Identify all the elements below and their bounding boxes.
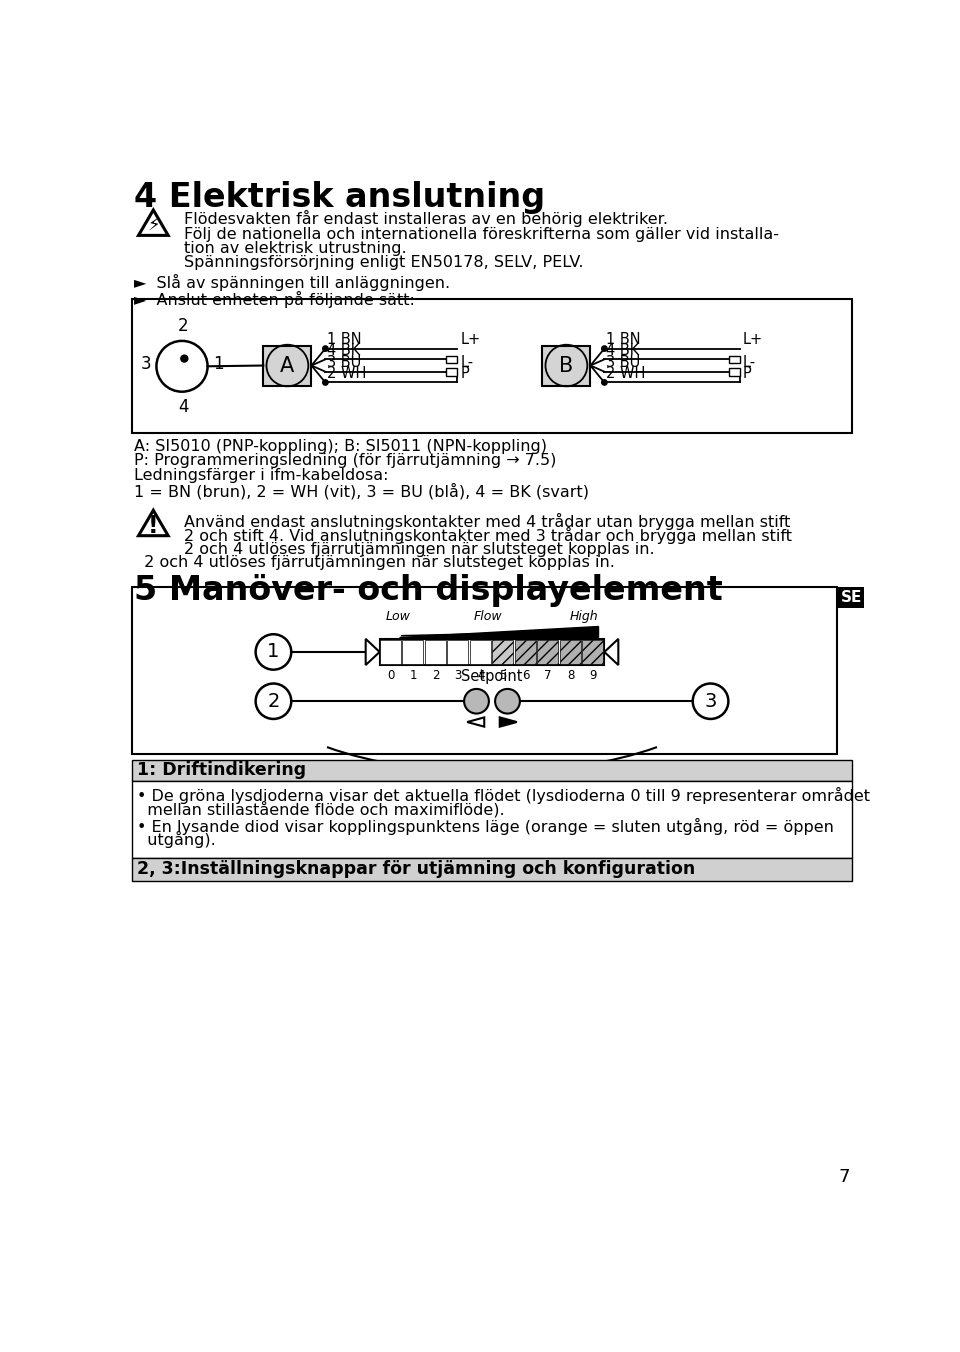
Bar — [730, 368, 740, 376]
Text: 1 = BN (brun), 2 = WH (vit), 3 = BU (blå), 4 = BK (svart): 1 = BN (brun), 2 = WH (vit), 3 = BU (blå… — [134, 483, 588, 499]
Text: 3 BU: 3 BU — [327, 356, 361, 370]
Bar — [132, 760, 852, 780]
Text: Följ de nationella och internationella föreskrifterna som gäller vid installa-: Följ de nationella och internationella f… — [183, 227, 779, 242]
Text: 2: 2 — [432, 669, 440, 681]
Text: P: P — [460, 366, 469, 381]
Text: 4 BK: 4 BK — [606, 343, 639, 358]
Text: ►  Anslut enheten på följande sätt:: ► Anslut enheten på följande sätt: — [134, 291, 415, 308]
Text: 2 och stift 4. Vid anslutningskontakter med 3 trådar och brygga mellan stift: 2 och stift 4. Vid anslutningskontakter … — [183, 527, 792, 545]
Circle shape — [323, 346, 328, 352]
Bar — [447, 639, 468, 664]
Circle shape — [323, 380, 328, 385]
Text: 2 och 4 utlöses fjärrutjämningen när slutsteget kopplas in.: 2 och 4 utlöses fjärrutjämningen när slu… — [134, 554, 614, 571]
Text: 4 BK: 4 BK — [327, 343, 360, 358]
Text: 4: 4 — [477, 669, 485, 681]
Bar — [838, 587, 864, 608]
Bar — [132, 587, 837, 754]
Text: B: B — [560, 356, 573, 376]
Bar — [538, 639, 559, 664]
Bar — [515, 639, 536, 664]
Text: 1 BN: 1 BN — [606, 333, 640, 347]
Text: 2: 2 — [267, 692, 279, 711]
Text: 3: 3 — [140, 356, 151, 373]
Bar — [446, 356, 457, 364]
Bar — [425, 639, 445, 664]
Text: SE: SE — [841, 589, 862, 604]
Bar — [446, 368, 457, 376]
Circle shape — [495, 690, 520, 714]
Bar — [560, 639, 581, 664]
Text: L-: L- — [460, 356, 473, 370]
Text: 1: 1 — [410, 669, 417, 681]
Bar — [380, 639, 401, 664]
Bar — [542, 346, 590, 385]
Text: A: A — [280, 356, 295, 376]
Text: tion av elektrisk utrustning.: tion av elektrisk utrustning. — [183, 241, 406, 256]
Text: 2: 2 — [179, 318, 189, 335]
Circle shape — [602, 380, 607, 385]
Text: Ledningsfärger i ifm-kabeldosa:: Ledningsfärger i ifm-kabeldosa: — [134, 468, 389, 483]
Text: 4 Elektrisk anslutning: 4 Elektrisk anslutning — [134, 181, 545, 215]
Text: 4: 4 — [179, 397, 189, 416]
Text: L-: L- — [743, 356, 756, 370]
Text: Setpoint: Setpoint — [461, 669, 523, 684]
Text: 1 BN: 1 BN — [327, 333, 362, 347]
Bar — [469, 639, 491, 664]
Text: 7: 7 — [838, 1168, 850, 1186]
Text: A: SI5010 (PNP-koppling); B: SI5011 (NPN-koppling): A: SI5010 (PNP-koppling); B: SI5011 (NPN… — [134, 438, 547, 454]
Text: 6: 6 — [522, 669, 530, 681]
Text: 2 WH: 2 WH — [606, 366, 645, 381]
Text: ⚡: ⚡ — [147, 216, 159, 234]
Text: 5: 5 — [499, 669, 507, 681]
Text: utgång).: utgång). — [137, 831, 216, 849]
Text: 0: 0 — [387, 669, 395, 681]
Text: High: High — [569, 611, 598, 623]
Bar — [132, 857, 852, 880]
Text: 2, 3:Inställningsknappar för utjämning och konfiguration: 2, 3:Inställningsknappar för utjämning o… — [137, 860, 695, 877]
Text: • De gröna lysdioderna visar det aktuella flödet (lysdioderna 0 till 9 represent: • De gröna lysdioderna visar det aktuell… — [137, 787, 870, 803]
Bar — [263, 346, 311, 385]
Text: 3: 3 — [455, 669, 462, 681]
Text: 5 Manöver- och displayelement: 5 Manöver- och displayelement — [134, 575, 723, 607]
Polygon shape — [605, 639, 618, 665]
Text: 3: 3 — [705, 692, 717, 711]
Text: L+: L+ — [743, 333, 763, 347]
Text: 2 WH: 2 WH — [327, 366, 367, 381]
Circle shape — [180, 356, 188, 362]
Text: 9: 9 — [589, 669, 597, 681]
Text: 2 och 4 utlöses fjärrutjämningen när slutsteget kopplas in.: 2 och 4 utlöses fjärrutjämningen när slu… — [183, 542, 654, 557]
Text: 7: 7 — [544, 669, 552, 681]
Text: • En lysande diod visar kopplingspunktens läge (orange = sluten utgång, röd = öp: • En lysande diod visar kopplingspunkten… — [137, 818, 834, 834]
Text: Flödesvakten får endast installeras av en behörig elektriker.: Flödesvakten får endast installeras av e… — [183, 210, 667, 227]
Text: Low: Low — [386, 611, 411, 623]
Text: 8: 8 — [567, 669, 574, 681]
Text: Använd endast anslutningskontakter med 4 trådar utan brygga mellan stift: Använd endast anslutningskontakter med 4… — [183, 512, 790, 530]
Bar — [402, 639, 423, 664]
Bar — [379, 639, 605, 665]
Text: mellan stillastående flöde och maximiflöde).: mellan stillastående flöde och maximiflö… — [137, 800, 505, 817]
Text: 1: Driftindikering: 1: Driftindikering — [137, 761, 306, 779]
Polygon shape — [399, 626, 598, 637]
Polygon shape — [500, 718, 516, 726]
Bar — [132, 780, 852, 857]
Circle shape — [602, 346, 607, 352]
Bar — [132, 299, 852, 433]
Bar — [730, 356, 740, 364]
Polygon shape — [366, 639, 379, 665]
Text: 1: 1 — [267, 642, 279, 661]
Text: Flow: Flow — [474, 611, 502, 623]
Text: 1: 1 — [213, 356, 224, 373]
Text: ►  Slå av spänningen till anläggningen.: ► Slå av spänningen till anläggningen. — [134, 274, 450, 291]
Text: !: ! — [148, 514, 158, 538]
Text: P: P — [743, 366, 752, 381]
Text: P: Programmeringsledning (för fjärrutjämning → 7.5): P: Programmeringsledning (för fjärrutjäm… — [134, 453, 557, 468]
Bar — [583, 639, 603, 664]
Text: Spänningsförsörjning enligt EN50178, SELV, PELV.: Spänningsförsörjning enligt EN50178, SEL… — [183, 256, 583, 270]
Circle shape — [464, 690, 489, 714]
Bar — [492, 639, 514, 664]
Text: 3 BU: 3 BU — [606, 356, 640, 370]
Text: L+: L+ — [460, 333, 480, 347]
